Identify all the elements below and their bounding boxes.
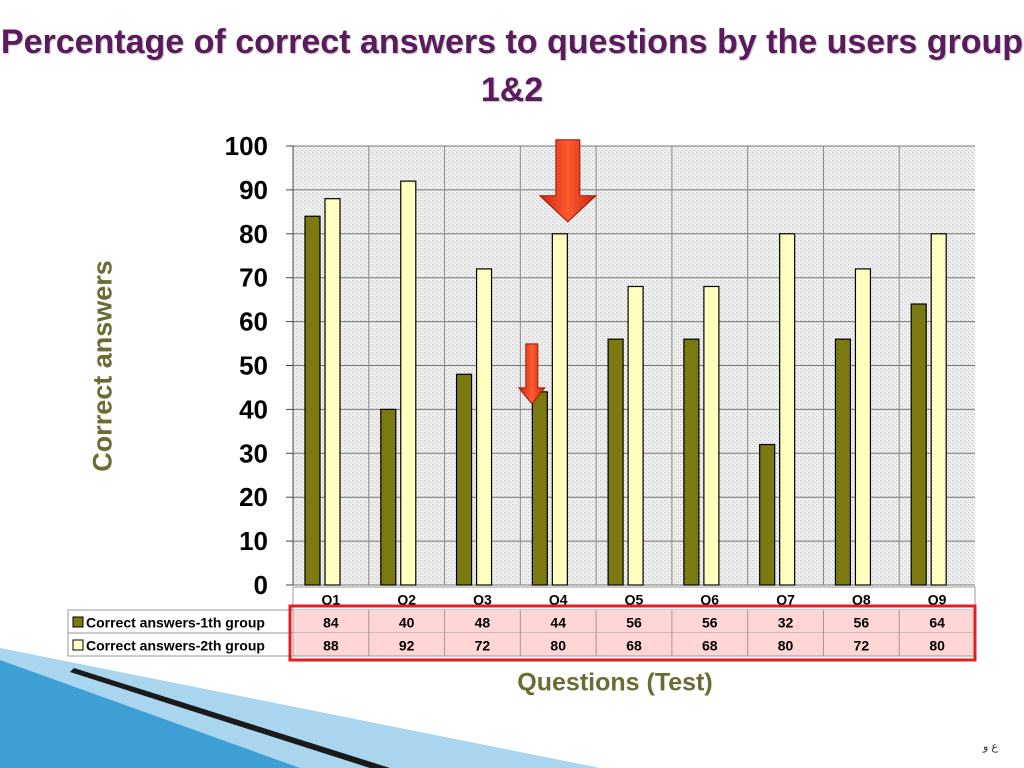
legend-swatch-series-1 — [72, 616, 84, 628]
bar-series-2 — [703, 285, 720, 586]
y-tick-label: 10 — [239, 526, 268, 556]
bar-series-2 — [854, 268, 872, 586]
footer-mark: ع و — [983, 741, 998, 753]
y-tick-label: 100 — [225, 131, 268, 161]
data-label-series-2: 72 — [475, 638, 491, 654]
data-label-series-2: 80 — [778, 638, 794, 654]
data-label-series-2: 72 — [854, 638, 870, 654]
legend-label-series-2: Correct answers-2th group — [86, 638, 265, 654]
data-label-series-1: 56 — [854, 615, 870, 631]
bar-series-1 — [834, 338, 852, 586]
bar-series-2 — [475, 268, 493, 586]
y-tick-label: 30 — [239, 438, 268, 468]
bar-series-1 — [683, 338, 700, 586]
data-label-series-2: 68 — [702, 638, 718, 654]
legend-label-series-1: Correct answers-1th group — [86, 615, 265, 631]
bar-series-1 — [531, 391, 548, 586]
category-label: Q6 — [700, 592, 719, 608]
bar-series-2 — [551, 233, 568, 586]
y-tick-label: 70 — [239, 263, 268, 293]
y-tick-label: 90 — [239, 175, 268, 205]
y-tick-label: 40 — [239, 394, 268, 424]
data-label-series-1: 40 — [399, 615, 415, 631]
x-axis-label: Questions (Test) — [517, 668, 713, 697]
y-tick-label: 60 — [239, 307, 268, 337]
category-label: Q9 — [928, 592, 947, 608]
y-tick-label: 20 — [239, 482, 268, 512]
data-label-series-1: 48 — [475, 615, 491, 631]
data-label-series-1: 56 — [702, 615, 718, 631]
bar-series-1 — [759, 443, 776, 586]
category-label: Q2 — [397, 592, 416, 608]
y-tick-label: 50 — [239, 351, 268, 381]
highlight-box — [288, 604, 977, 662]
decorative-stripe-blue — [0, 660, 300, 768]
data-label-series-1: 64 — [929, 615, 945, 631]
decorative-stripe-dark — [70, 668, 390, 768]
down-arrow-icon — [517, 343, 546, 405]
page-title: Percentage of correct answers to questio… — [0, 23, 1024, 109]
bar-series-1 — [455, 373, 473, 586]
category-label: Q4 — [549, 592, 568, 608]
data-label-series-2: 80 — [929, 638, 945, 654]
data-label-series-1: 84 — [323, 615, 339, 631]
legend-swatch-series-2 — [72, 639, 84, 651]
category-label: Q8 — [852, 592, 871, 608]
bar-series-1 — [304, 215, 321, 586]
bar-series-2 — [627, 285, 644, 586]
bar-series-1 — [607, 338, 624, 586]
table-row-series-2 — [293, 633, 975, 656]
data-label-series-2: 92 — [399, 638, 415, 654]
y-tick-label: 80 — [239, 219, 268, 249]
y-tick-label: 0 — [254, 570, 268, 600]
table-row-series-1 — [293, 610, 975, 633]
down-arrow-icon — [538, 139, 598, 223]
category-label: Q1 — [322, 592, 341, 608]
bar-series-2 — [400, 180, 417, 586]
data-label-series-2: 88 — [323, 638, 339, 654]
category-label: Q5 — [625, 592, 644, 608]
bar-series-2 — [324, 198, 341, 586]
data-label-series-1: 32 — [778, 615, 794, 631]
bar-series-2 — [779, 233, 796, 586]
bar-series-2 — [930, 233, 947, 586]
data-label-series-1: 56 — [626, 615, 642, 631]
category-label: Q3 — [473, 592, 492, 608]
bar-series-1 — [380, 408, 397, 586]
data-label-series-1: 44 — [550, 615, 566, 631]
data-label-series-2: 68 — [626, 638, 642, 654]
category-label: Q7 — [776, 592, 795, 608]
bar-series-1 — [910, 303, 927, 586]
data-label-series-2: 80 — [550, 638, 566, 654]
